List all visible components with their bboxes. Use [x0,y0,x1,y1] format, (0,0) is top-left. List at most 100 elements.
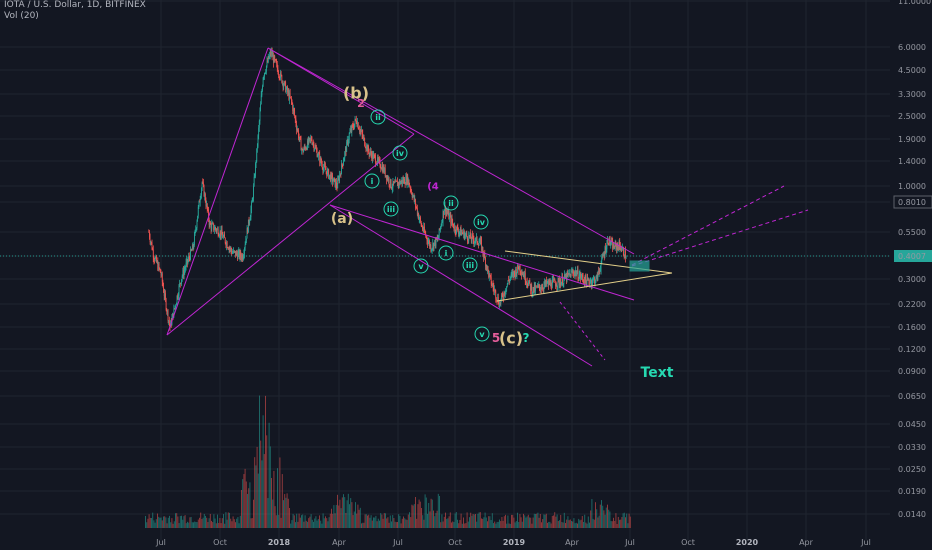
candle-body [581,274,583,277]
candle-body [212,223,214,225]
candle-body [454,226,456,230]
volume-bar [369,517,371,528]
volume-bar [621,517,623,528]
candle-body [288,91,290,100]
candle-body [158,263,160,269]
volume-bar [513,517,515,528]
volume-bar [503,516,505,528]
volume-bar [603,510,605,528]
volume-bar [277,468,278,528]
volume-bar [248,488,250,528]
volume-bar [209,513,211,528]
candle-body [327,169,329,171]
volume-bar [604,514,606,528]
candle-body [625,250,626,259]
volume-bar [183,516,185,528]
candle-body [341,163,342,175]
candle-body [504,291,506,295]
y-tick-label: 0.2200 [898,300,926,309]
volume-bar [370,515,372,528]
volume-bar [442,521,444,528]
candle-body [499,302,501,304]
candle-body [163,292,165,297]
volume-bar [206,517,208,528]
candle-body [379,159,381,168]
y-tick-label: 0.1200 [898,345,926,354]
candle-body [452,223,454,228]
candle-body [602,255,604,257]
candle-body [517,264,518,273]
candle-body [312,143,314,145]
candle-body [154,259,155,261]
volume-bar [377,518,379,528]
candle-body [237,254,238,259]
volume-bar [515,521,517,528]
candle-body [248,219,250,224]
candle-body [350,129,352,132]
candle-body [553,278,554,280]
volume-bar [592,518,594,528]
candle-body [439,228,441,230]
volume-bar [557,521,559,528]
volume-bar [404,518,406,528]
candle-body [282,81,283,83]
volume-bar [241,489,242,528]
candle-body [336,186,338,189]
volume-bar [391,521,392,528]
volume-bar [250,518,252,528]
candle-body [220,229,222,237]
volume-bar [281,474,283,528]
candle-body [418,218,420,220]
volume-bar [475,514,476,528]
candle-body [501,294,502,300]
candle-body [166,309,168,312]
volume-bar [538,517,540,528]
volume-bar [409,512,410,528]
candle-body [494,289,496,291]
volume-bar [411,504,413,528]
candle-body [478,242,480,246]
candle-body [362,137,364,138]
candle-body [295,118,297,125]
candle-body [424,231,426,234]
y-tick-label: 0.8010 [898,198,926,207]
volume-bar [171,518,173,528]
volume-bar [412,505,414,528]
volume-bar [597,517,599,528]
candle-body [433,242,435,249]
candle-body [442,211,444,222]
candle-body [335,181,337,187]
candle-body [237,252,239,259]
candle-body [490,275,491,277]
candle-body [544,281,546,285]
volume-bar [259,395,260,528]
candle-body [203,185,205,197]
candle-body [298,130,299,139]
candle-body [194,230,196,235]
candle-body [255,163,256,177]
volume-bar [467,521,469,528]
candle-body [427,241,429,244]
candle-body [449,215,450,220]
volume-bar [326,518,328,528]
candle-body [551,287,553,289]
candle-body [534,285,536,291]
volume-bar [590,510,592,528]
volume-bar [469,517,470,528]
candle-body [612,241,614,250]
volume-bar [346,500,348,528]
candle-body [183,270,185,276]
candle-body [467,236,468,241]
candle-body [491,284,493,286]
candle-body [242,256,244,261]
candle-body [582,277,584,281]
candle-body [154,257,156,261]
candle-body [614,242,616,249]
volume-bar [620,519,622,528]
candle-body [623,255,625,258]
candle-body [261,90,263,96]
volume-bar [580,519,582,528]
volume-bar [473,514,475,528]
volume-bar [554,512,556,528]
